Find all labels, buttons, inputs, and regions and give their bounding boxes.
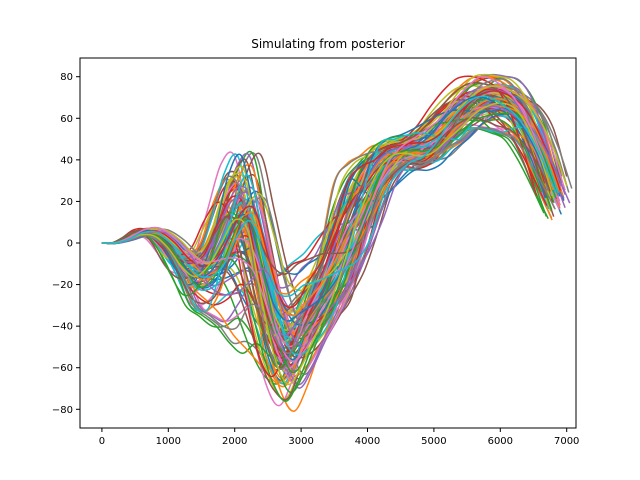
posterior-sample-line <box>101 86 573 335</box>
x-tick-label: 4000 <box>355 436 380 447</box>
posterior-sample-line <box>101 126 556 355</box>
y-tick-label: −40 <box>52 322 73 333</box>
posterior-sample-line <box>101 90 562 309</box>
x-tick-label: 6000 <box>488 436 513 447</box>
y-tick-label: 40 <box>60 155 73 166</box>
y-tick-label: 0 <box>67 239 73 250</box>
posterior-sample-line <box>101 105 571 347</box>
x-tick-label: 3000 <box>288 436 313 447</box>
posterior-sample-line <box>101 112 559 374</box>
series-lines <box>101 73 573 412</box>
posterior-sample-line <box>101 75 538 378</box>
x-tick-label: 0 <box>99 436 105 447</box>
posterior-sample-line <box>101 116 551 305</box>
chart-title: Simulating from posterior <box>251 37 405 51</box>
y-tick-label: 60 <box>60 114 73 125</box>
posterior-sample-line <box>101 102 555 386</box>
posterior-sample-line <box>101 73 554 331</box>
x-tick-label: 2000 <box>222 436 247 447</box>
posterior-sample-line <box>101 85 561 348</box>
x-axis: 0 1000 2000 3000 4000 5000 6000 7000 <box>99 428 579 447</box>
posterior-sample-line <box>101 85 568 292</box>
y-tick-label: −60 <box>52 363 73 374</box>
y-axis: −80 −60 −40 −20 0 20 40 60 80 <box>52 72 80 416</box>
x-tick-label: 1000 <box>156 436 181 447</box>
y-tick-label: −80 <box>52 405 73 416</box>
y-tick-label: −20 <box>52 280 73 291</box>
x-tick-label: 7000 <box>554 436 579 447</box>
y-tick-label: 20 <box>60 197 73 208</box>
posterior-sample-line <box>101 95 557 298</box>
x-tick-label: 5000 <box>421 436 446 447</box>
y-tick-label: 80 <box>60 72 73 83</box>
